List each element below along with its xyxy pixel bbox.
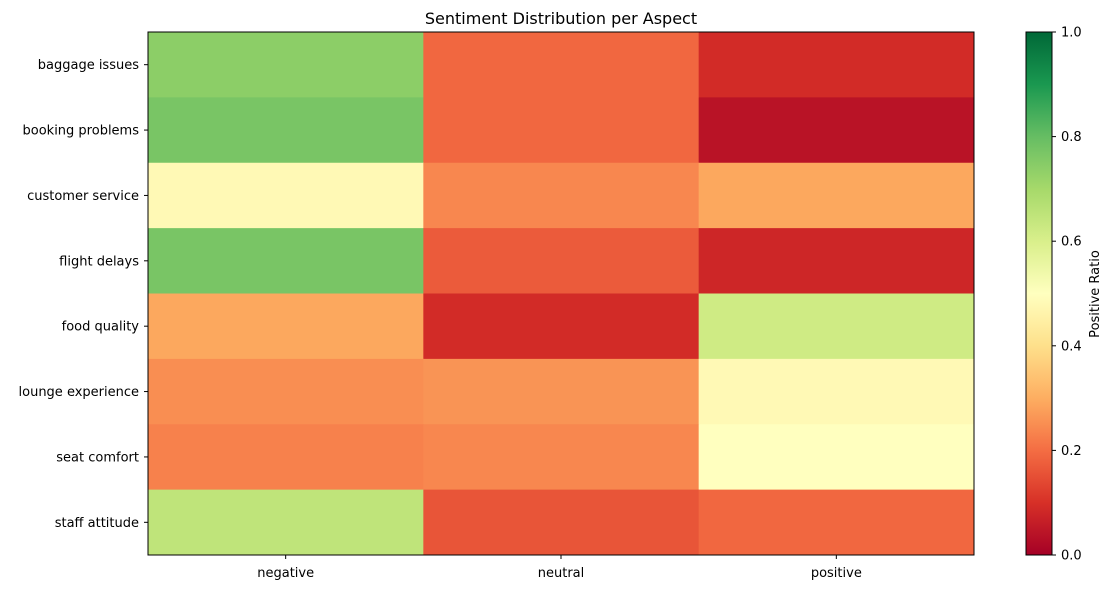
- heatmap-cell: [698, 97, 975, 164]
- heatmap-cell: [423, 32, 700, 98]
- heatmap-cell: [698, 424, 975, 491]
- heatmap-cell: [698, 358, 975, 425]
- y-tick-label: lounge experience: [19, 385, 139, 400]
- heatmap-cell: [423, 97, 700, 164]
- y-axis: baggage issues booking problems customer s…: [19, 58, 148, 531]
- colorbar-tick-label: 0.6: [1061, 235, 1082, 250]
- heatmap-cell: [423, 424, 700, 491]
- heatmap-cell: [423, 228, 700, 294]
- colorbar-tick-label: 1.0: [1061, 26, 1082, 41]
- y-tick-label: staff attitude: [55, 516, 139, 531]
- heatmap-cell: [698, 489, 975, 556]
- chart-title: Sentiment Distribution per Aspect: [425, 9, 697, 28]
- colorbar-tick-label: 0.4: [1061, 339, 1082, 354]
- x-tick-label: negative: [257, 566, 314, 581]
- colorbar-label: Positive Ratio: [1088, 250, 1103, 338]
- heatmap-cell: [148, 293, 424, 360]
- heatmap-cell: [423, 293, 700, 360]
- y-tick-label: baggage issues: [38, 58, 139, 73]
- heatmap-cell: [698, 228, 975, 294]
- heatmap-cell: [698, 32, 975, 98]
- y-tick-label: food quality: [62, 320, 140, 335]
- y-tick-label: flight delays: [59, 254, 139, 269]
- heatmap-cell: [148, 424, 424, 491]
- heatmap-cell: [698, 293, 975, 360]
- y-tick-label: seat comfort: [56, 450, 139, 465]
- colorbar-tick-label: 0.2: [1061, 444, 1082, 459]
- heatmap-cell: [148, 32, 424, 98]
- x-tick-label: neutral: [538, 566, 585, 581]
- heatmap-cell: [148, 97, 424, 164]
- heatmap-cell: [698, 162, 975, 229]
- colorbar-tick-label: 0.0: [1061, 549, 1082, 564]
- y-tick-label: booking problems: [23, 124, 140, 139]
- heatmap-cell: [148, 358, 424, 425]
- heatmap-cells: [148, 32, 975, 556]
- heatmap-cell: [148, 489, 424, 556]
- x-tick-label: positive: [811, 566, 862, 581]
- heatmap-cell: [423, 162, 700, 229]
- colorbar: [1025, 31, 1053, 556]
- heatmap-cell: [148, 228, 424, 294]
- y-tick-label: customer service: [27, 189, 139, 204]
- x-axis: negative neutral positive: [257, 555, 862, 581]
- heatmap-cell: [423, 358, 700, 425]
- heatmap-cell: [423, 489, 700, 556]
- colorbar-ticks: 0.0 0.2 0.4 0.6 0.8 1.0: [1052, 26, 1082, 564]
- colorbar-tick-label: 0.8: [1061, 130, 1082, 145]
- heatmap-cell: [148, 162, 424, 229]
